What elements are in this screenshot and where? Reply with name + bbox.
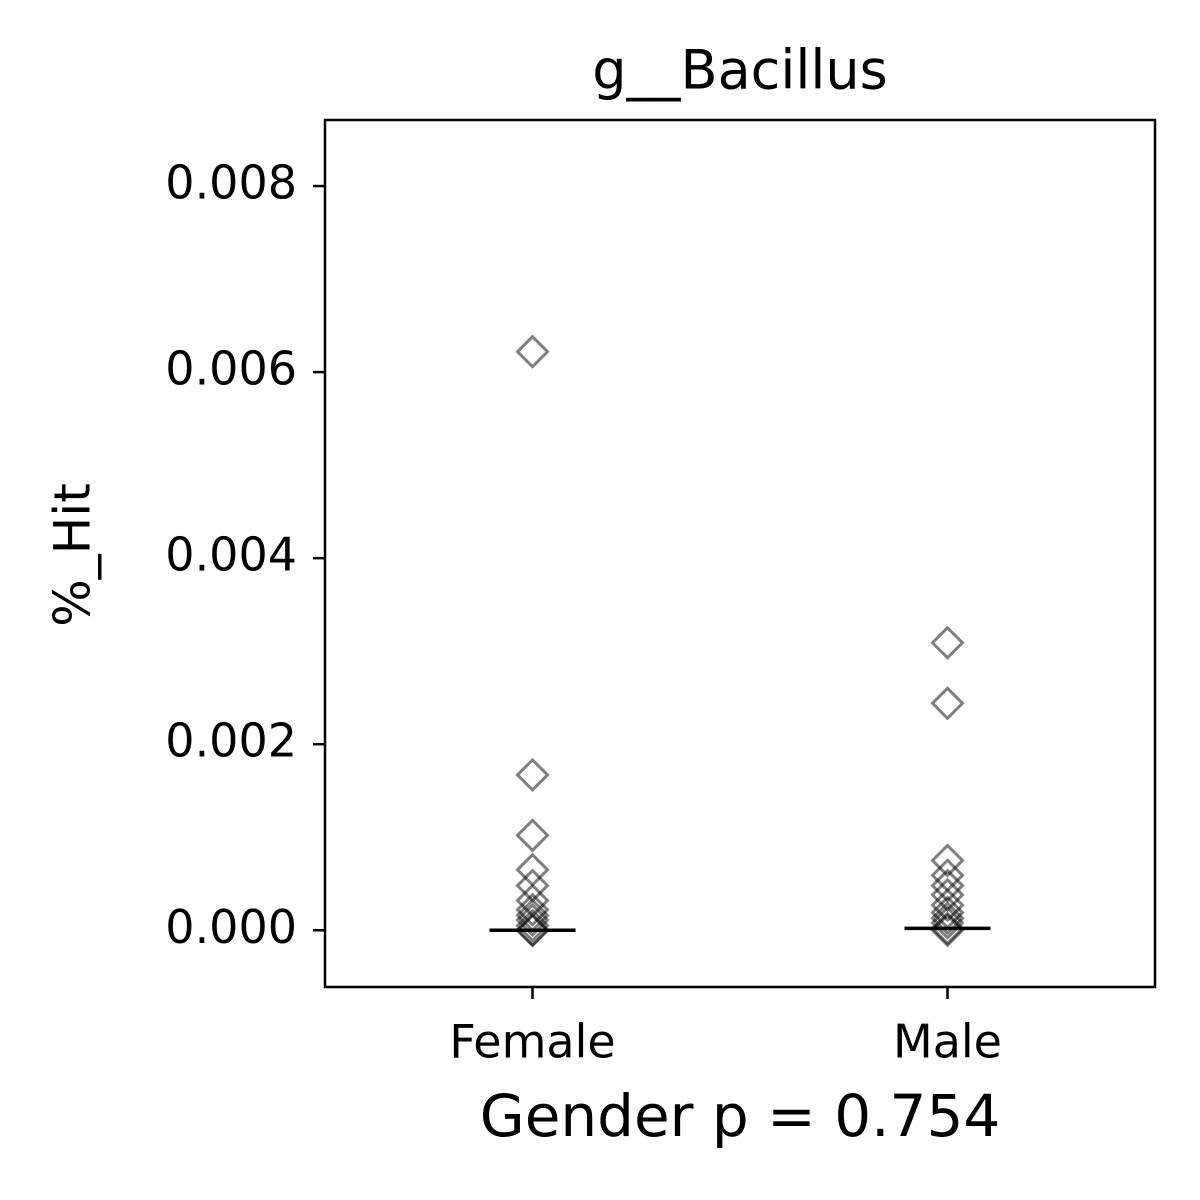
point (515, 818, 550, 853)
y-tick-label: 0.004 (165, 528, 297, 582)
point (930, 843, 965, 878)
point (930, 686, 965, 721)
point (515, 908, 550, 943)
point (515, 892, 550, 927)
x-tick-label: Female (449, 1015, 615, 1069)
point (515, 334, 550, 369)
point (930, 868, 965, 903)
y-tick-label: 0.006 (165, 342, 297, 396)
point (930, 901, 965, 936)
y-axis-label: %_Hit (44, 483, 102, 627)
y-tick-label: 0.002 (165, 714, 297, 768)
point (930, 877, 965, 913)
point (930, 888, 965, 923)
point (930, 913, 965, 948)
y-tick-label: 0.008 (165, 156, 297, 210)
point (930, 905, 965, 940)
point (930, 625, 965, 660)
y-tick-label: 0.000 (165, 900, 297, 954)
point (515, 757, 550, 793)
chart-title: g__Bacillus (592, 39, 887, 102)
point (515, 902, 550, 938)
point (515, 913, 550, 948)
x-axis-label: Gender p = 0.754 (480, 1082, 1001, 1150)
x-tick-label: Male (893, 1015, 1002, 1069)
plot-frame (323, 118, 1157, 989)
